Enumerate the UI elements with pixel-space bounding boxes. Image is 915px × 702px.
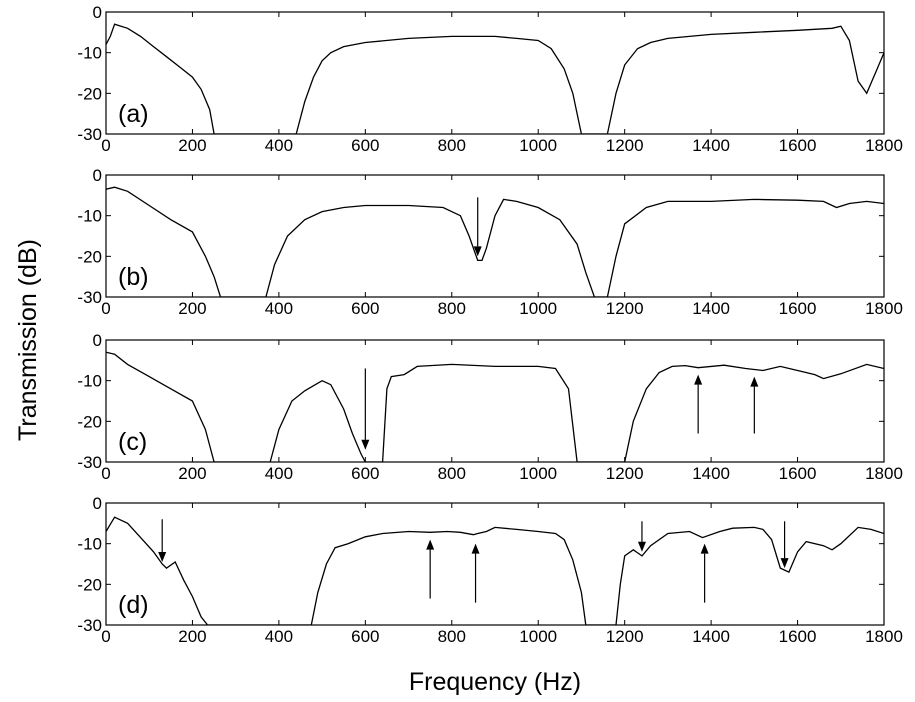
arrow-head [361,439,370,450]
arrow-head [637,541,646,552]
x-tick-label: 400 [265,299,293,318]
panel-label: (d) [118,591,149,619]
panel-frame-2 [105,339,885,463]
panel-frame-3 [105,502,885,626]
x-tick-label: 200 [178,299,206,318]
arrow-head [473,246,482,257]
panel-frame-0 [105,11,885,135]
series-line-3 [106,516,884,625]
x-tick-label: 1800 [865,627,903,646]
x-tick-label: 600 [351,464,379,483]
x-tick-label: 1200 [606,299,644,318]
x-tick-label: 0 [101,299,110,318]
arrow-head [158,551,167,562]
x-tick-label: 1200 [606,627,644,646]
x-tick-label: 1000 [519,627,557,646]
x-tick-label: 400 [265,627,293,646]
y-axis-title: Transmission (dB) [14,239,42,441]
y-tick-label: -20 [77,247,102,266]
x-tick-label: 200 [178,627,206,646]
x-tick-label: 1000 [519,299,557,318]
panel-label: (b) [118,263,149,291]
series-line-2 [106,351,884,462]
x-tick-label: 400 [265,136,293,155]
x-tick-label: 1600 [779,136,817,155]
arrow-head [471,543,480,554]
x-tick-label: 1400 [692,627,730,646]
x-tick-label: 0 [101,464,110,483]
y-tick-label: -10 [77,207,102,226]
x-tick-label: 0 [101,136,110,155]
y-tick-label: 0 [93,331,102,350]
y-tick-label: -20 [77,412,102,431]
arrow-head [694,374,703,385]
x-tick-label: 1200 [606,136,644,155]
x-tick-label: 600 [351,136,379,155]
x-tick-label: 1800 [865,136,903,155]
arrow-head [750,376,759,387]
y-tick-label: -30 [77,616,102,635]
x-tick-label: 1400 [692,136,730,155]
x-tick-label: 800 [438,136,466,155]
x-tick-label: 1600 [779,299,817,318]
arrow-head [700,543,709,554]
x-tick-label: 1400 [692,299,730,318]
x-tick-label: 1600 [779,464,817,483]
x-tick-label: 1000 [519,136,557,155]
panel-label: (a) [118,100,149,128]
panel-frame-1 [105,174,885,298]
x-tick-label: 0 [101,627,110,646]
x-tick-label: 1000 [519,464,557,483]
y-tick-label: -20 [77,575,102,594]
x-tick-label: 1800 [865,299,903,318]
x-tick-label: 1200 [606,464,644,483]
x-tick-label: 200 [178,464,206,483]
x-axis-title: Frequency (Hz) [409,668,581,696]
panel-label: (c) [118,428,147,456]
x-tick-label: 1400 [692,464,730,483]
y-tick-label: 0 [93,3,102,22]
y-tick-label: -30 [77,288,102,307]
x-tick-label: 800 [438,627,466,646]
series-line-1 [106,186,884,297]
y-tick-label: 0 [93,166,102,185]
y-tick-label: -10 [77,535,102,554]
x-tick-label: 600 [351,299,379,318]
x-tick-label: 200 [178,136,206,155]
series-line-0 [106,23,884,134]
y-tick-label: -10 [77,44,102,63]
x-tick-label: 600 [351,627,379,646]
x-tick-label: 1800 [865,464,903,483]
y-tick-label: 0 [93,494,102,513]
arrow-head [780,558,789,569]
x-tick-label: 800 [438,299,466,318]
y-tick-label: -30 [77,453,102,472]
x-tick-label: 800 [438,464,466,483]
y-tick-label: -30 [77,125,102,144]
x-tick-label: 400 [265,464,293,483]
arrow-head [426,539,435,550]
y-tick-label: -10 [77,372,102,391]
x-tick-label: 1600 [779,627,817,646]
y-tick-label: -20 [77,84,102,103]
